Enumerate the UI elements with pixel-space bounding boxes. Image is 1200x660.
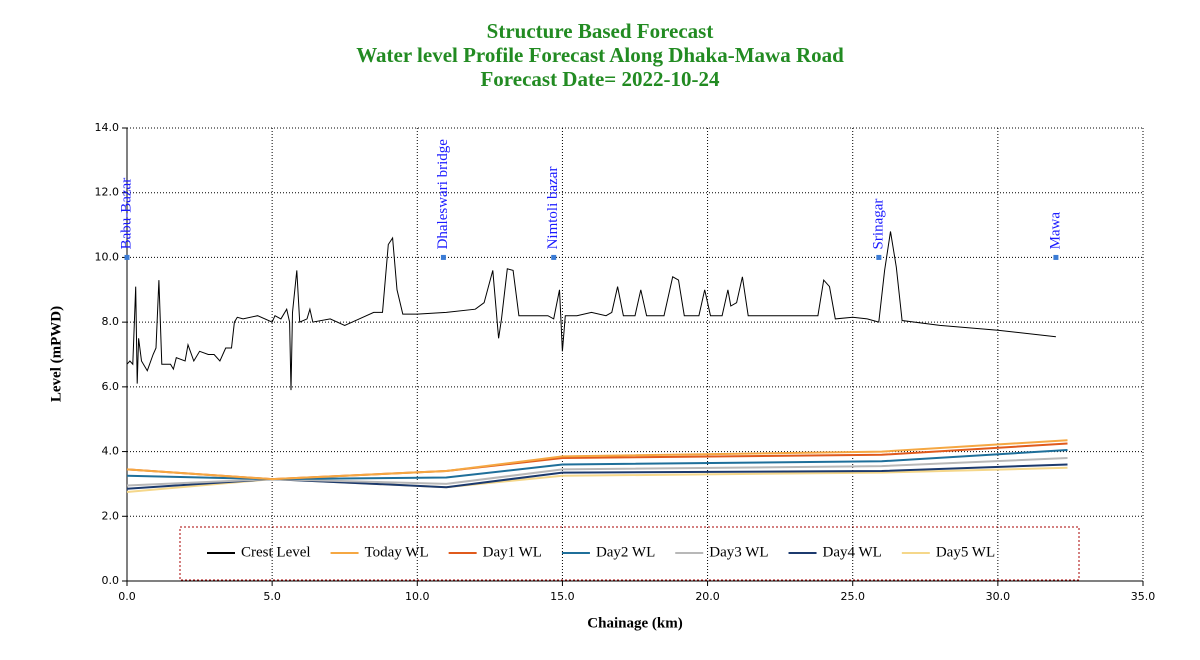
legend-label: Day4 WL	[823, 544, 882, 560]
y-tick-label: 4.0	[102, 445, 120, 458]
y-axis-label: Level (mPWD)	[48, 306, 64, 402]
annotation-marker	[440, 254, 446, 260]
legend-label: Crest Level	[241, 544, 311, 560]
series-line	[126, 457, 1068, 487]
x-tick-label: 20.0	[695, 590, 720, 603]
x-tick-label: 25.0	[840, 590, 865, 603]
y-tick-label: 8.0	[102, 315, 120, 328]
y-tick-label: 14.0	[95, 121, 120, 134]
annotation-label: Dhaleswari bridge	[435, 139, 451, 250]
annotation-label: Mawa	[1047, 212, 1063, 250]
y-tick-label: 12.0	[95, 186, 120, 199]
legend-label: Day5 WL	[936, 544, 995, 560]
chart-title: Water level Profile Forecast Along Dhaka…	[356, 43, 844, 67]
annotation-label: Babu-Bazar	[118, 178, 134, 250]
legend-label: Day2 WL	[596, 544, 655, 560]
series-line	[126, 439, 1068, 481]
series-line	[126, 449, 1068, 481]
series-line	[126, 231, 1056, 391]
legend-box	[179, 526, 1080, 581]
annotation-marker	[124, 254, 130, 260]
annotation-marker	[876, 254, 882, 260]
annotation-label: Nimtoli bazar	[545, 167, 561, 250]
x-tick-label: 35.0	[1131, 590, 1156, 603]
legend-label: Today WL	[365, 544, 429, 560]
chart-title: Forecast Date= 2022-10-24	[480, 67, 720, 91]
y-tick-label: 10.0	[95, 250, 120, 263]
annotation-marker	[551, 254, 557, 260]
legend-label: Day3 WL	[709, 544, 768, 560]
y-tick-label: 6.0	[102, 380, 120, 393]
x-tick-label: 30.0	[986, 590, 1011, 603]
x-tick-label: 10.0	[405, 590, 430, 603]
chart-title: Structure Based Forecast	[487, 19, 714, 43]
annotation-marker	[1053, 254, 1059, 260]
y-tick-label: 2.0	[102, 509, 120, 522]
y-tick-label: 0.0	[102, 574, 120, 587]
x-tick-label: 15.0	[550, 590, 575, 603]
annotation-label: Srinagar	[870, 199, 886, 250]
x-axis-label: Chainage (km)	[587, 615, 682, 631]
x-tick-label: 0.0	[118, 590, 136, 603]
legend-label: Day1 WL	[483, 544, 542, 560]
x-tick-label: 5.0	[263, 590, 281, 603]
